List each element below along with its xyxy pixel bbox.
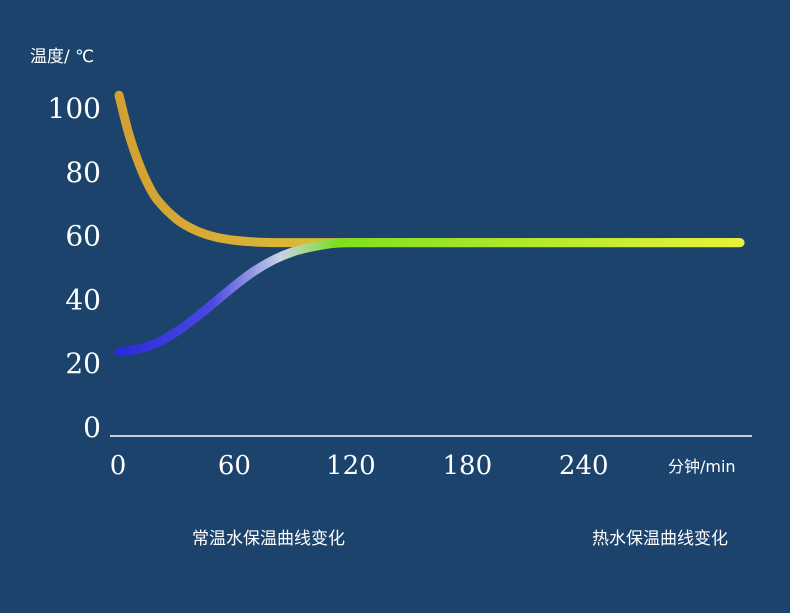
series-lines	[114, 90, 745, 357]
y-tick-label: 80	[65, 156, 101, 189]
y-tick-labels: 0 20 40 60 80 100	[48, 92, 101, 444]
y-axis-title: 温度/ ℃	[30, 47, 94, 67]
x-axis-title: 分钟/min	[668, 457, 736, 476]
y-tick-label: 0	[83, 411, 101, 444]
x-tick-label: 60	[218, 451, 251, 481]
series-line-normal-temp-water	[114, 238, 745, 357]
legend-label-normal: 常温水保温曲线变化	[192, 529, 345, 549]
x-tick-label: 240	[559, 451, 609, 481]
y-tick-label: 20	[65, 347, 101, 380]
x-tick-label: 180	[442, 451, 492, 481]
series-line-hot-water	[114, 90, 745, 248]
y-tick-label: 100	[48, 92, 101, 125]
y-tick-label: 40	[65, 283, 101, 316]
x-tick-labels: 0 60 120 180 240	[110, 451, 609, 481]
y-tick-label: 60	[65, 220, 101, 253]
x-tick-label: 120	[326, 451, 376, 481]
legend: 常温水保温曲线变化 热水保温曲线变化	[104, 529, 728, 549]
legend-label-hot: 热水保温曲线变化	[592, 529, 728, 549]
x-tick-label: 0	[110, 451, 127, 481]
